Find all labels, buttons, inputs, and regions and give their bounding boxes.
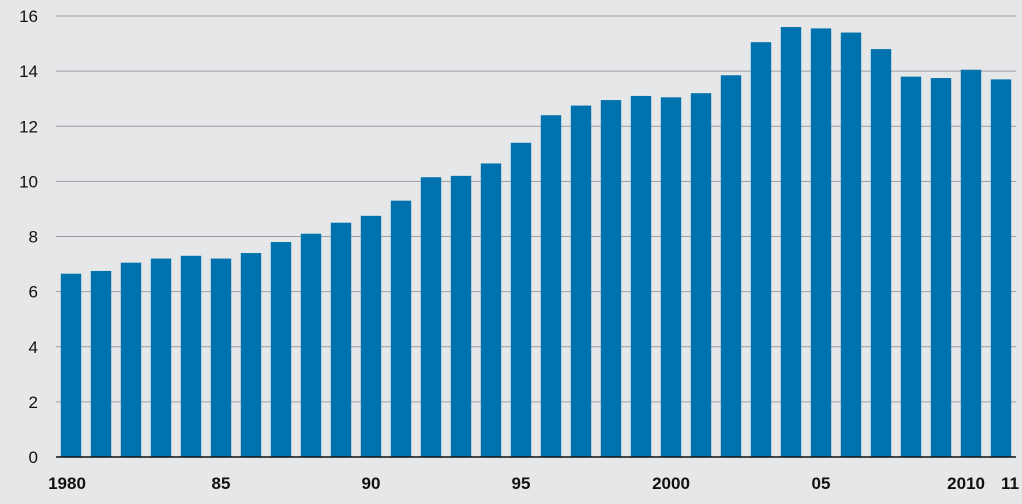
bar-2011	[990, 79, 1012, 458]
bar-2009	[930, 78, 952, 457]
x-axis: 1980 85 90 95 2000 05 2010 11	[48, 456, 1019, 493]
bar-1998	[600, 100, 622, 458]
bar-1984	[180, 255, 202, 457]
bar-2003	[750, 42, 772, 457]
y-tick-label: 8	[29, 228, 38, 247]
y-tick-label: 0	[29, 448, 38, 467]
bar-2000	[660, 97, 682, 457]
y-tick-label: 6	[29, 283, 38, 302]
bar-2004	[780, 27, 802, 458]
bar-1992	[420, 177, 442, 457]
x-tick-label: 11	[1001, 474, 1019, 493]
bar-2010	[960, 69, 982, 457]
x-tick-label: 2000	[652, 474, 690, 493]
bar-2005	[810, 28, 832, 457]
bar-1994	[480, 163, 502, 457]
bar-1995	[510, 142, 532, 457]
bar-1990	[360, 215, 382, 457]
bar-1986	[240, 253, 262, 457]
y-tick-label: 10	[19, 172, 38, 191]
y-axis: 0 2 4 6 8 10 12 14 16	[19, 7, 38, 467]
bars	[60, 27, 1012, 458]
x-tick-label: 95	[512, 474, 531, 493]
x-tick-label: 2010	[947, 474, 985, 493]
bar-1999	[630, 95, 652, 458]
y-tick-label: 4	[29, 338, 38, 357]
x-tick-label: 1980	[48, 474, 86, 493]
bar-1991	[390, 200, 412, 457]
bar-1993	[450, 175, 472, 458]
bar-1985	[210, 258, 232, 457]
x-tick-label: 90	[362, 474, 381, 493]
bar-1996	[540, 115, 562, 457]
y-tick-label: 16	[19, 7, 38, 26]
bar-2001	[690, 93, 712, 458]
bar-1987	[270, 242, 292, 457]
x-tick-label: 05	[812, 474, 831, 493]
bar-1980	[60, 273, 82, 457]
bar-1983	[150, 258, 172, 457]
bar-1982	[120, 262, 142, 457]
bar-1981	[90, 270, 112, 457]
x-tick-label: 85	[212, 474, 231, 493]
bar-2007	[870, 49, 892, 457]
bar-2006	[840, 32, 862, 457]
bar-2002	[720, 75, 742, 458]
bar-1997	[570, 105, 592, 457]
bar-2008	[900, 76, 922, 457]
y-tick-label: 12	[19, 117, 38, 136]
bar-1988	[300, 233, 322, 457]
bar-1989	[330, 222, 352, 457]
y-tick-label: 2	[29, 393, 38, 412]
y-tick-label: 14	[19, 62, 38, 81]
